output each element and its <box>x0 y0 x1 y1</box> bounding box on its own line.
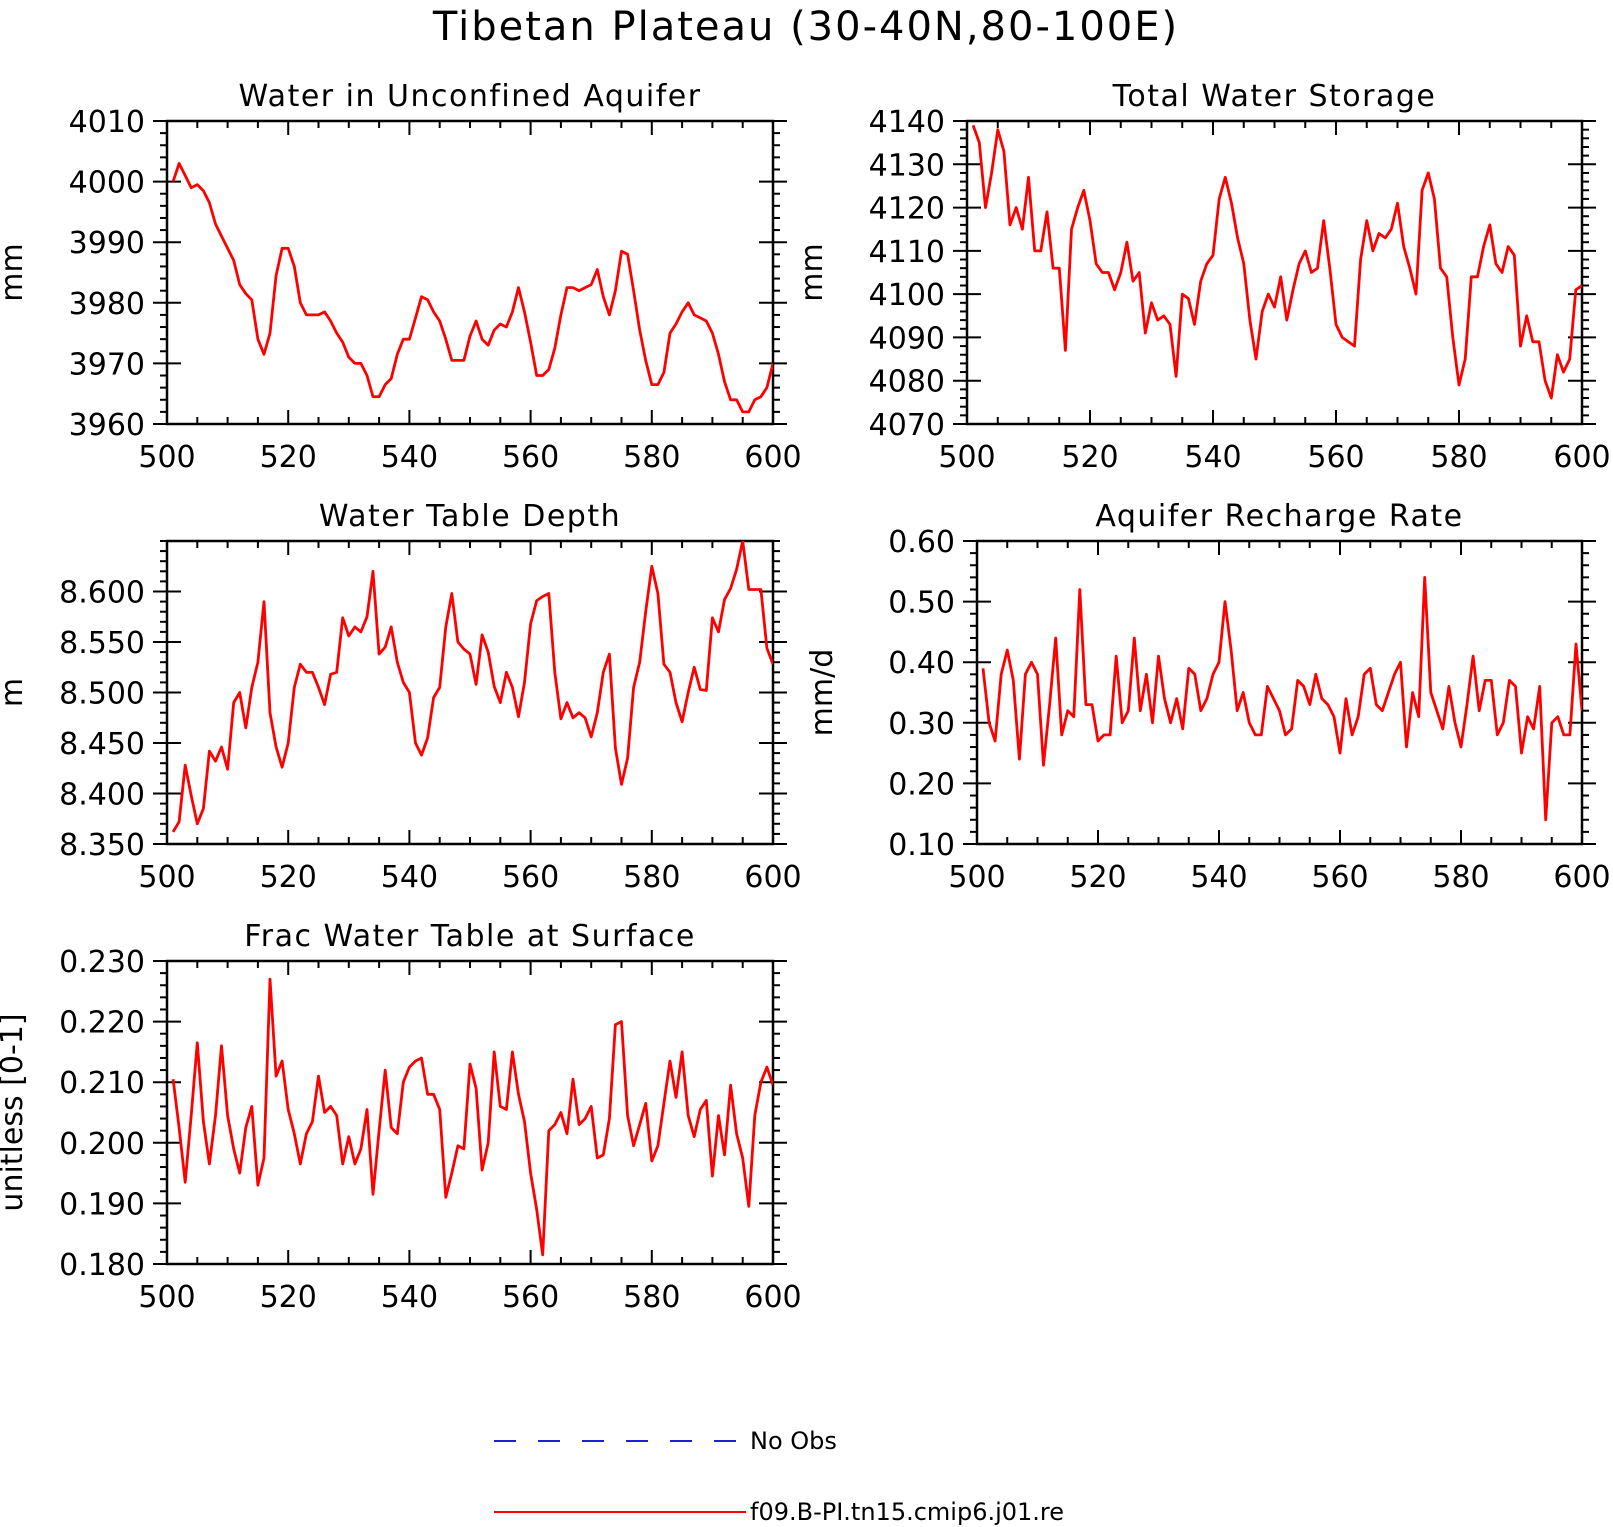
x-tick-label: 500 <box>948 860 1005 895</box>
plot-frame <box>165 539 775 846</box>
legend-label-no-obs: No Obs <box>750 1427 837 1455</box>
chart-panel-2: Total Water Storage mm 500 520 540 560 580 600 4… <box>795 79 1611 475</box>
x-tick-label: 500 <box>138 1280 195 1315</box>
y-tick-label: 0.50 <box>888 586 955 621</box>
x-tick-label: 560 <box>502 860 559 895</box>
y-tick-label: 0.60 <box>888 525 955 560</box>
y-tick-label: 4090 <box>869 321 945 356</box>
x-tick-label: 560 <box>502 1280 559 1315</box>
y-tick-label: 4140 <box>869 105 945 140</box>
y-tick-label: 0.220 <box>59 1006 145 1041</box>
x-tick-label: 500 <box>938 440 995 475</box>
y-tick-label: 0.190 <box>59 1187 145 1222</box>
panel-title: Water in Unconfined Aquifer <box>238 79 701 114</box>
x-tick-label: 560 <box>1307 440 1364 475</box>
legend: No Obs f09.B-PI.tn15.cmip6.j01.re <box>494 1427 1064 1526</box>
x-tick-label: 540 <box>381 1280 438 1315</box>
legend-label-model: f09.B-PI.tn15.cmip6.j01.re <box>750 1498 1064 1526</box>
x-tick-label: 600 <box>744 440 801 475</box>
y-tick-label: 4110 <box>869 235 945 270</box>
plot-frame <box>165 959 775 1266</box>
y-tick-label: 4000 <box>69 166 145 201</box>
x-tick-label: 580 <box>1430 440 1487 475</box>
chart-panel-1: Water in Unconfined Aquifer mm 500 520 540 56… <box>0 79 802 475</box>
y-tick-label: 8.350 <box>59 828 145 863</box>
series-line <box>971 124 1582 400</box>
y-tick-label: 8.400 <box>59 778 145 813</box>
figure-title: Tibetan Plateau (30-40N,80-100E) <box>432 4 1179 50</box>
y-tick-label: 4120 <box>869 192 945 227</box>
series-line <box>171 977 773 1257</box>
chart-panel-5: Frac Water Table at Surface unitless [0-1… <box>0 919 802 1315</box>
x-tick-label: 500 <box>138 440 195 475</box>
x-tick-label: 600 <box>1553 860 1610 895</box>
x-tick-label: 540 <box>381 440 438 475</box>
series-line <box>171 541 773 833</box>
x-tick-label: 600 <box>744 860 801 895</box>
x-tick-label: 600 <box>744 1280 801 1315</box>
panel-title: Water Table Depth <box>319 499 621 534</box>
panel-title: Aquifer Recharge Rate <box>1095 499 1463 534</box>
x-tick-label: 580 <box>623 860 680 895</box>
panel-title: Total Water Storage <box>1112 79 1437 114</box>
y-axis-label: mm <box>0 243 30 301</box>
y-tick-label: 8.550 <box>59 626 145 661</box>
y-tick-label: 3980 <box>69 287 145 322</box>
x-tick-label: 580 <box>1432 860 1489 895</box>
y-tick-label: 3960 <box>69 408 145 443</box>
series-line <box>981 576 1582 822</box>
x-tick-label: 540 <box>1184 440 1241 475</box>
y-tick-label: 4130 <box>869 148 945 183</box>
x-tick-label: 560 <box>502 440 559 475</box>
x-tick-label: 540 <box>381 860 438 895</box>
y-axis-label: m <box>0 678 30 707</box>
chart-panel-4: Aquifer Recharge Rate mm/d 500 520 540 560 580… <box>805 499 1611 895</box>
y-tick-label: 0.200 <box>59 1127 145 1162</box>
y-tick-label: 8.600 <box>59 576 145 611</box>
x-tick-label: 520 <box>1069 860 1126 895</box>
y-tick-label: 3970 <box>69 347 145 382</box>
y-tick-label: 0.10 <box>888 828 955 863</box>
y-tick-label: 0.20 <box>888 767 955 802</box>
y-axis-label: mm/d <box>805 649 840 737</box>
x-tick-label: 600 <box>1553 440 1610 475</box>
y-tick-label: 4100 <box>869 278 945 313</box>
y-tick-label: 4080 <box>869 365 945 400</box>
y-axis-label: mm <box>795 243 830 301</box>
panel-title: Frac Water Table at Surface <box>244 919 696 954</box>
y-axis-label: unitless [0-1] <box>0 1013 30 1211</box>
x-tick-label: 580 <box>623 1280 680 1315</box>
y-tick-label: 4010 <box>69 105 145 140</box>
x-tick-label: 540 <box>1190 860 1247 895</box>
y-tick-label: 8.450 <box>59 727 145 762</box>
x-tick-label: 560 <box>1311 860 1368 895</box>
x-tick-label: 580 <box>623 440 680 475</box>
series-line <box>171 161 773 414</box>
x-tick-label: 520 <box>1061 440 1118 475</box>
y-tick-label: 0.40 <box>888 646 955 681</box>
x-tick-label: 520 <box>260 1280 317 1315</box>
chart-panel-3: Water Table Depth m 500 520 540 560 580 600 8.35… <box>0 499 802 895</box>
y-tick-label: 0.180 <box>59 1248 145 1283</box>
y-tick-label: 0.230 <box>59 945 145 980</box>
y-tick-label: 0.210 <box>59 1066 145 1101</box>
y-tick-label: 8.500 <box>59 677 145 712</box>
y-tick-label: 0.30 <box>888 707 955 742</box>
plot-frame <box>165 119 775 426</box>
x-tick-label: 500 <box>138 860 195 895</box>
x-tick-label: 520 <box>260 860 317 895</box>
y-tick-label: 4070 <box>869 408 945 443</box>
y-tick-label: 3990 <box>69 226 145 261</box>
x-tick-label: 520 <box>260 440 317 475</box>
